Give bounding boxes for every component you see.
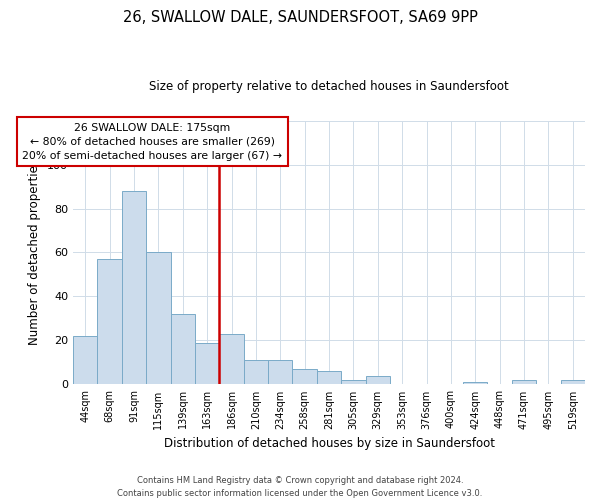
Bar (220, 334, 244, 384)
Bar (317, 371, 341, 384)
Bar (341, 380, 365, 384)
Text: Contains HM Land Registry data © Crown copyright and database right 2024.
Contai: Contains HM Land Registry data © Crown c… (118, 476, 482, 498)
Bar (146, 252, 170, 384)
Bar (244, 360, 268, 384)
Bar (463, 382, 487, 384)
Bar (195, 342, 220, 384)
X-axis label: Distribution of detached houses by size in Saundersfoot: Distribution of detached houses by size … (164, 437, 494, 450)
Y-axis label: Number of detached properties: Number of detached properties (28, 160, 41, 346)
Bar (560, 380, 585, 384)
Bar (73, 336, 97, 384)
Text: 26, SWALLOW DALE, SAUNDERSFOOT, SA69 9PP: 26, SWALLOW DALE, SAUNDERSFOOT, SA69 9PP (122, 10, 478, 25)
Bar (512, 380, 536, 384)
Text: 26 SWALLOW DALE: 175sqm
← 80% of detached houses are smaller (269)
20% of semi-d: 26 SWALLOW DALE: 175sqm ← 80% of detache… (22, 123, 282, 161)
Bar (97, 259, 122, 384)
Bar (122, 191, 146, 384)
Title: Size of property relative to detached houses in Saundersfoot: Size of property relative to detached ho… (149, 80, 509, 93)
Bar (292, 369, 317, 384)
Bar (268, 360, 292, 384)
Bar (365, 376, 390, 384)
Bar (170, 314, 195, 384)
